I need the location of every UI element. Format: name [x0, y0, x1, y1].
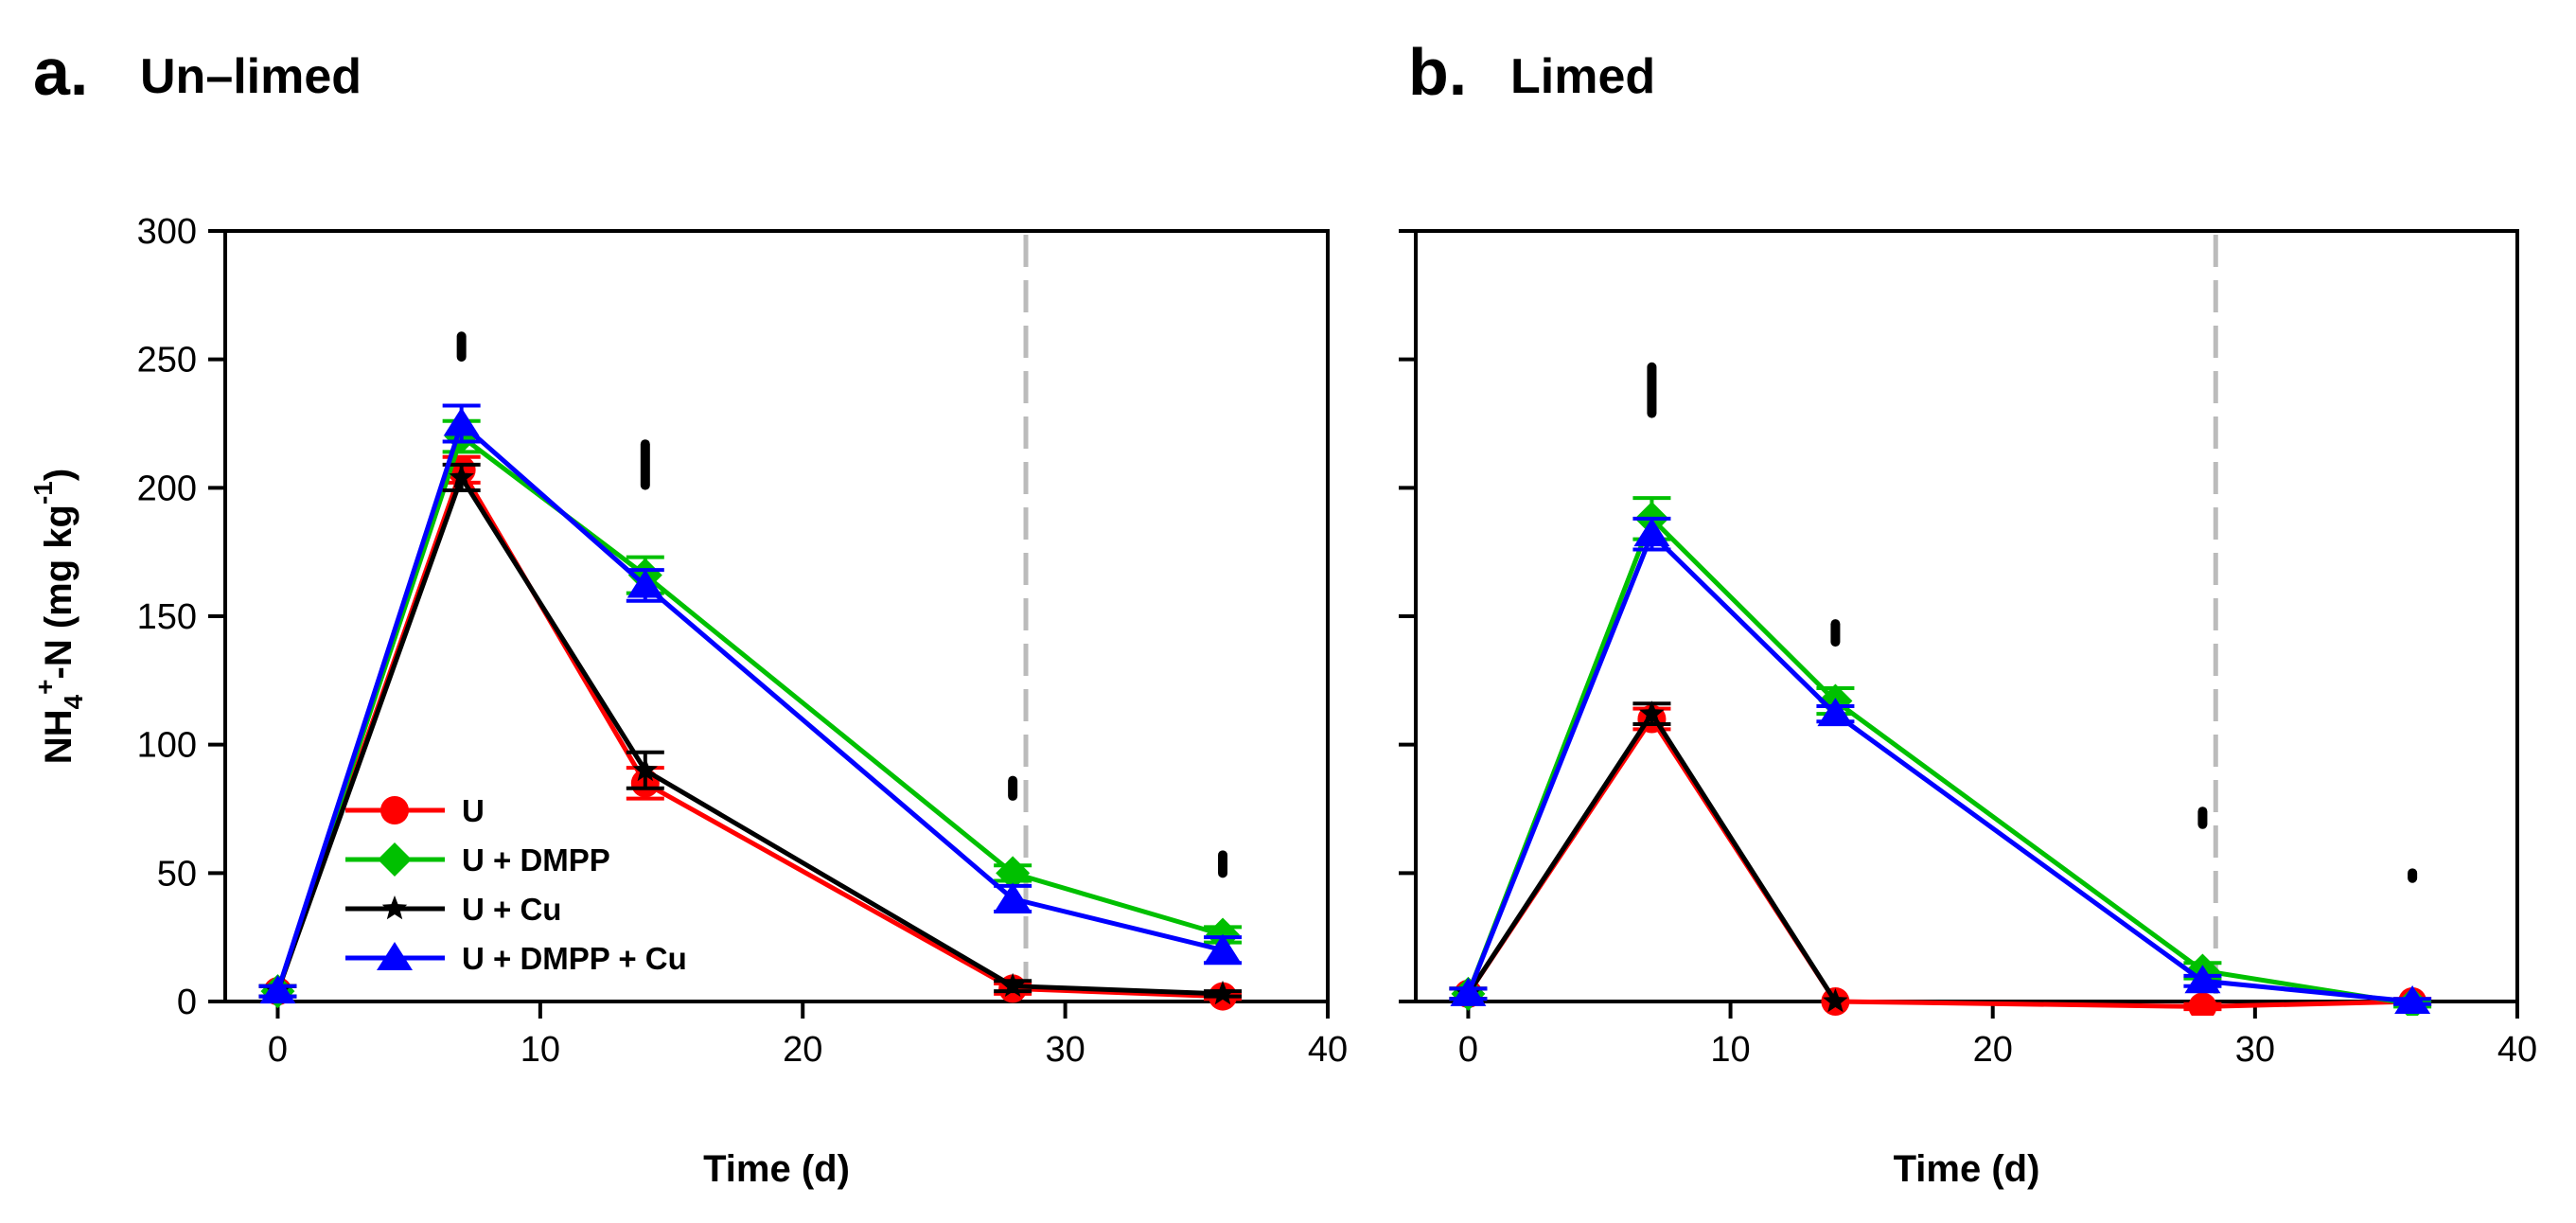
data-point — [999, 972, 1026, 997]
y-tick-label: 300 — [137, 212, 197, 252]
data-point — [995, 882, 1032, 912]
series-u-dmpp-cu — [258, 403, 1243, 1004]
data-point — [2188, 992, 2217, 1016]
legend-marker — [377, 942, 413, 970]
series-u-dmpp — [1449, 496, 2432, 1016]
legend-label: U + DMPP + Cu — [462, 941, 687, 976]
x-tick-label: 0 — [1458, 1030, 1478, 1070]
x-tick-label: 40 — [1308, 1030, 1348, 1070]
y-axis-label: NH4+-N (mg kg-1) — [28, 469, 88, 764]
data-area — [1449, 496, 2432, 1016]
x-tick-label: 30 — [1045, 1030, 1085, 1070]
series-line — [275, 419, 1224, 992]
data-point — [2394, 985, 2431, 1014]
y-tick-label: 150 — [137, 597, 197, 637]
series-line — [1466, 714, 2413, 1009]
data-area — [258, 403, 1243, 1011]
legend-marker — [381, 895, 408, 920]
x-axis-label: Time (d) — [1894, 1148, 2040, 1190]
x-axis: 0 10 20 30 40 — [1458, 1001, 2537, 1070]
data-point — [2184, 965, 2221, 994]
y-axis — [1399, 229, 1416, 1003]
panel-b: b. Limed 0 10 20 30 40 Time (d) — [1399, 35, 2537, 1190]
x-tick-label: 10 — [520, 1030, 560, 1070]
x-tick-label: 20 — [783, 1030, 822, 1070]
x-tick-label: 10 — [1710, 1030, 1750, 1070]
x-axis: 0 10 20 30 40 — [268, 1001, 1348, 1070]
series-u — [1449, 704, 2432, 1016]
x-tick-label: 20 — [1973, 1030, 2013, 1070]
x-tick-label: 30 — [2235, 1030, 2275, 1070]
series-u-cu — [1449, 700, 1848, 1013]
panel-letter: a. — [33, 35, 88, 109]
series-u-dmpp-cu — [1449, 516, 2432, 1014]
legend-label: U — [462, 793, 485, 828]
data-point — [1633, 518, 1670, 547]
legend-marker — [378, 842, 412, 877]
series-u — [258, 454, 1243, 1011]
y-tick-label: 0 — [177, 983, 197, 1022]
panel-title: Un–limed — [140, 49, 362, 104]
data-point — [1450, 977, 1487, 1006]
plot-frame — [1414, 229, 2519, 1003]
data-point — [996, 856, 1031, 891]
legend-marker — [380, 796, 409, 824]
data-point — [259, 975, 296, 1004]
x-tick-label: 0 — [268, 1030, 288, 1070]
data-point — [443, 407, 480, 436]
series-line — [1466, 514, 2413, 1007]
legend: U U + DMPP U + Cu U + DMPP + Cu — [345, 793, 687, 976]
y-tick-label: 100 — [137, 726, 197, 766]
panel-a: a. Un–limed 0 50 100 150 200 250 300 0 10 20 30 40 Tim… — [28, 35, 1348, 1190]
x-tick-label: 40 — [2497, 1030, 2537, 1070]
data-point — [1823, 988, 1848, 1013]
data-point — [1817, 698, 1854, 727]
y-tick-label: 200 — [137, 469, 197, 508]
legend-label: U + DMPP — [462, 842, 610, 877]
data-point — [626, 569, 663, 598]
panel-letter: b. — [1408, 35, 1467, 109]
data-point — [632, 756, 659, 782]
data-point — [449, 464, 474, 488]
plot-frame — [223, 229, 1330, 1003]
y-axis: 0 50 100 150 200 250 300 — [137, 212, 225, 1022]
data-point — [1639, 700, 1665, 725]
series-u-cu — [258, 462, 1243, 1005]
data-point — [1209, 980, 1236, 1005]
panel-title: Limed — [1510, 49, 1655, 104]
data-point — [1205, 933, 1242, 963]
x-axis-label: Time (d) — [703, 1148, 850, 1190]
series-line — [1466, 529, 2413, 1004]
y-tick-label: 50 — [157, 854, 197, 894]
y-tick-label: 250 — [137, 341, 197, 381]
legend-label: U + Cu — [462, 892, 561, 927]
